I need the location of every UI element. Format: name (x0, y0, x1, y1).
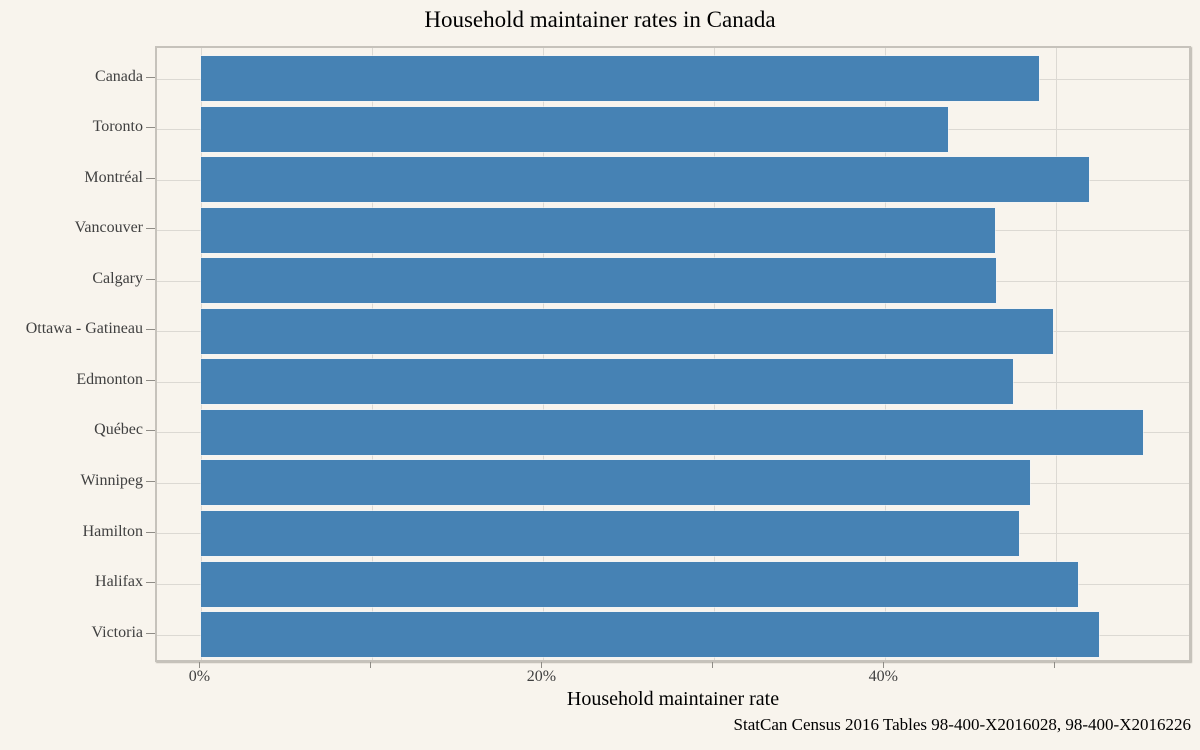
chart-title: Household maintainer rates in Canada (424, 7, 776, 32)
bar-qu-bec (201, 409, 1144, 455)
plot-panel (155, 46, 1191, 662)
bar-edmonton (201, 359, 1014, 405)
y-axis-label-winnipeg: Winnipeg (80, 471, 143, 489)
bar-toronto (201, 106, 949, 152)
bar-vancouver (201, 207, 995, 253)
y-axis-label-calgary: Calgary (92, 269, 143, 287)
x-axis-tick-30pct (712, 662, 714, 668)
y-axis-tick (146, 278, 155, 280)
y-axis-tick (146, 228, 155, 230)
y-axis-label-edmonton: Edmonton (76, 370, 143, 388)
v-gridline-40pct (885, 48, 887, 660)
y-axis-tick (146, 379, 155, 381)
x-axis-tick-40pct (883, 662, 885, 668)
bar-calgary (201, 258, 997, 304)
bar-winnipeg (201, 460, 1031, 506)
y-axis-label-toronto: Toronto (92, 118, 143, 135)
v-gridline-50pct (1056, 48, 1058, 660)
v-gridline-10pct (372, 48, 374, 660)
y-axis-tick (146, 430, 155, 432)
y-axis-label-victoria: Victoria (91, 623, 143, 641)
y-axis-label-vancouver: Vancouver (74, 219, 143, 237)
bar-victoria (201, 612, 1099, 657)
y-axis-label-canada: Canada (95, 67, 143, 85)
x-axis-tick-0pct (199, 662, 201, 668)
x-axis-tick-label-40pct: 40% (868, 668, 898, 685)
v-gridline-30pct (714, 48, 716, 660)
y-axis-label-ottawa-gatineau: Ottawa - Gatineau (25, 320, 143, 338)
x-axis-tick-10pct (370, 662, 372, 668)
y-axis-tick (146, 76, 155, 78)
x-axis-tick-label-0pct: 0% (188, 668, 211, 685)
y-axis-label-halifax: Halifax (95, 573, 143, 590)
y-axis-tick (146, 582, 155, 583)
y-axis-tick (146, 329, 155, 331)
x-axis-title: Household maintainer rate (566, 688, 780, 710)
y-axis-label-hamilton: Hamilton (82, 522, 143, 540)
y-axis-tick (146, 127, 155, 128)
bar-hamilton (201, 510, 1019, 556)
y-axis-tick (146, 177, 155, 179)
y-axis-tick (146, 632, 155, 634)
y-axis-tick (146, 480, 155, 482)
caption: StatCan Census 2016 Tables 98-400-X20160… (733, 715, 1191, 734)
y-axis-label-qu-bec: Québec (94, 421, 143, 439)
y-axis-tick (146, 531, 155, 533)
x-axis-tick-label-20pct: 20% (526, 668, 557, 685)
bar-halifax (201, 561, 1079, 607)
x-axis-tick-50pct (1054, 662, 1056, 668)
v-gridline-20pct (543, 48, 545, 660)
bar-montr-al (201, 157, 1089, 203)
bar-ottawa-gatineau (201, 308, 1053, 354)
y-axis-label-montr-al: Montréal (84, 168, 143, 186)
x-axis-tick-20pct (541, 662, 543, 668)
bar-canada (201, 56, 1040, 101)
v-gridline-0pct (201, 48, 203, 660)
